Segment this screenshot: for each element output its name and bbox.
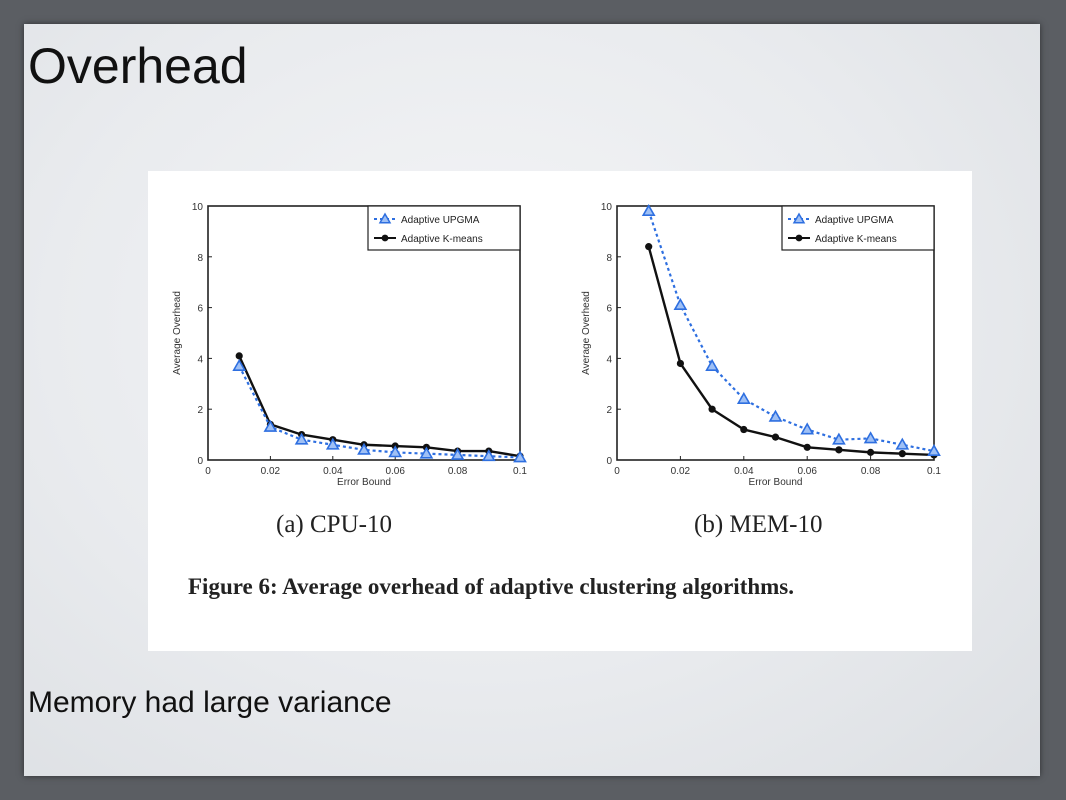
slide-title: Overhead [28,38,248,94]
plot-b-ytick-label: 6 [606,304,612,315]
plot-a-xtick-label: 0.06 [385,466,405,477]
plot-b-ylabel: Average Overhead [581,291,592,375]
plot-b-point-kmeans [803,443,811,451]
plot-b-point-upgma [863,431,878,444]
plot-b-legend-marker [795,234,803,242]
plot-a-legend-marker [381,234,389,242]
slide: Overhead 0 0.02 0.04 0.06 0.08 0.1 0 2 4 6 8 10 Erro… [24,24,1040,776]
plot-b-point-kmeans [835,446,843,454]
plot-b-point-upgma [705,358,719,371]
subplot-a-caption: (a) CPU-10 [276,511,392,538]
plot-b-legend-box [781,205,935,251]
plot-a-point-upgma [513,450,527,463]
plot-a-point-upgma [325,437,340,450]
plot-b-ytick-label: 2 [606,405,612,416]
plot-b-point-upgma [895,437,910,450]
plot-b-point-upgma [736,391,751,404]
plot-b-ytick-label: 4 [606,354,612,365]
plot-a-series-line-kmeans [238,355,521,458]
plot-a-legend-label: Adaptive K-means [401,234,483,245]
plot-a-point-upgma [294,432,309,445]
plot-a-ylabel: Average Overhead [172,291,183,375]
plot-b-xtick-label: 0.04 [734,466,754,477]
plot-b-xtick-label: 0.1 [927,466,941,477]
figure-svg: 0 0.02 0.04 0.06 0.08 0.1 0 2 4 6 8 10 Error Bound Av… [172,202,941,488]
plot-b-point-upgma [673,297,688,310]
plot-a-legend-label: Adaptive UPGMA [401,215,480,226]
plot-a-ytick-label: 8 [197,253,203,264]
plot-a-xlabel: Error Bound [337,477,391,488]
plot-a-xtick-label: 0 [205,466,211,477]
plot-b-point-kmeans [645,243,653,251]
plot-a-xtick-label: 0.1 [513,466,527,477]
plot-b-point-upgma [641,203,656,217]
plot-a-xtick-label: 0.04 [323,466,343,477]
plot-a-point-upgma [450,447,465,460]
plot-b-point-kmeans [740,425,748,434]
plot-b-point-upgma [927,443,941,457]
plot-b-xtick-label: 0.08 [861,466,881,477]
plot-b-xtick-label: 0 [614,466,620,477]
subplot-b-caption: (b) MEM-10 [694,511,823,538]
plot-b-xlabel: Error Bound [749,477,803,488]
plot-a-legend-marker [378,212,392,224]
plot-a-ytick-label: 4 [197,354,203,365]
plot-b-series-line-kmeans [647,246,935,457]
plot-a-series-line-upgma [238,365,521,459]
plot-b-ytick-label: 10 [601,202,613,213]
figure-caption: Figure 6: Average overhead of adaptive c… [188,574,795,599]
plot-a-ytick-label: 2 [197,405,203,416]
plot-b: 0 0.02 0.04 0.06 0.08 0.1 0 2 4 6 8 10 Error Bound Av… [581,202,941,488]
plot-b-legend-label: Adaptive UPGMA [815,215,894,226]
plot-a-point-upgma [419,446,434,459]
plot-b-point-kmeans [676,359,685,368]
plot-a: 0 0.02 0.04 0.06 0.08 0.1 0 2 4 6 8 10 Error Bound Av… [172,202,527,488]
plot-b-point-upgma [768,409,783,422]
plot-a-point-upgma [388,445,403,458]
plot-b-point-kmeans [771,433,780,441]
plot-b-legend-marker [792,212,806,224]
plot-b-point-kmeans [708,405,716,413]
plot-a-ytick-label: 10 [192,202,204,213]
plot-a-ytick-label: 0 [197,456,203,467]
plot-a-point-upgma [357,442,371,455]
plot-b-point-upgma [800,422,815,435]
plot-b-point-upgma [832,432,846,445]
plot-a-xtick-label: 0.08 [448,466,468,477]
plot-b-legend-label: Adaptive K-means [815,234,897,245]
plot-a-point-upgma [263,419,278,432]
plot-b-series-line-upgma [647,210,935,453]
plot-a-legend-box [367,205,521,251]
plot-b-xtick-label: 0.02 [671,466,691,477]
plot-b-point-kmeans [898,450,906,458]
plot-a-point-kmeans [235,352,243,360]
plot-b-ytick-label: 8 [606,253,612,264]
bullet-text: Memory had large variance [28,686,392,719]
plot-b-ytick-label: 0 [606,456,612,467]
plot-a-ytick-label: 6 [197,304,203,315]
figure: 0 0.02 0.04 0.06 0.08 0.1 0 2 4 6 8 10 Error Bound Av… [148,171,972,651]
plot-b-point-kmeans [867,448,875,456]
plot-a-xtick-label: 0.02 [261,466,281,477]
plot-a-point-upgma [232,358,247,371]
plot-a-point-upgma [481,449,496,462]
plot-b-xtick-label: 0.06 [797,466,817,477]
